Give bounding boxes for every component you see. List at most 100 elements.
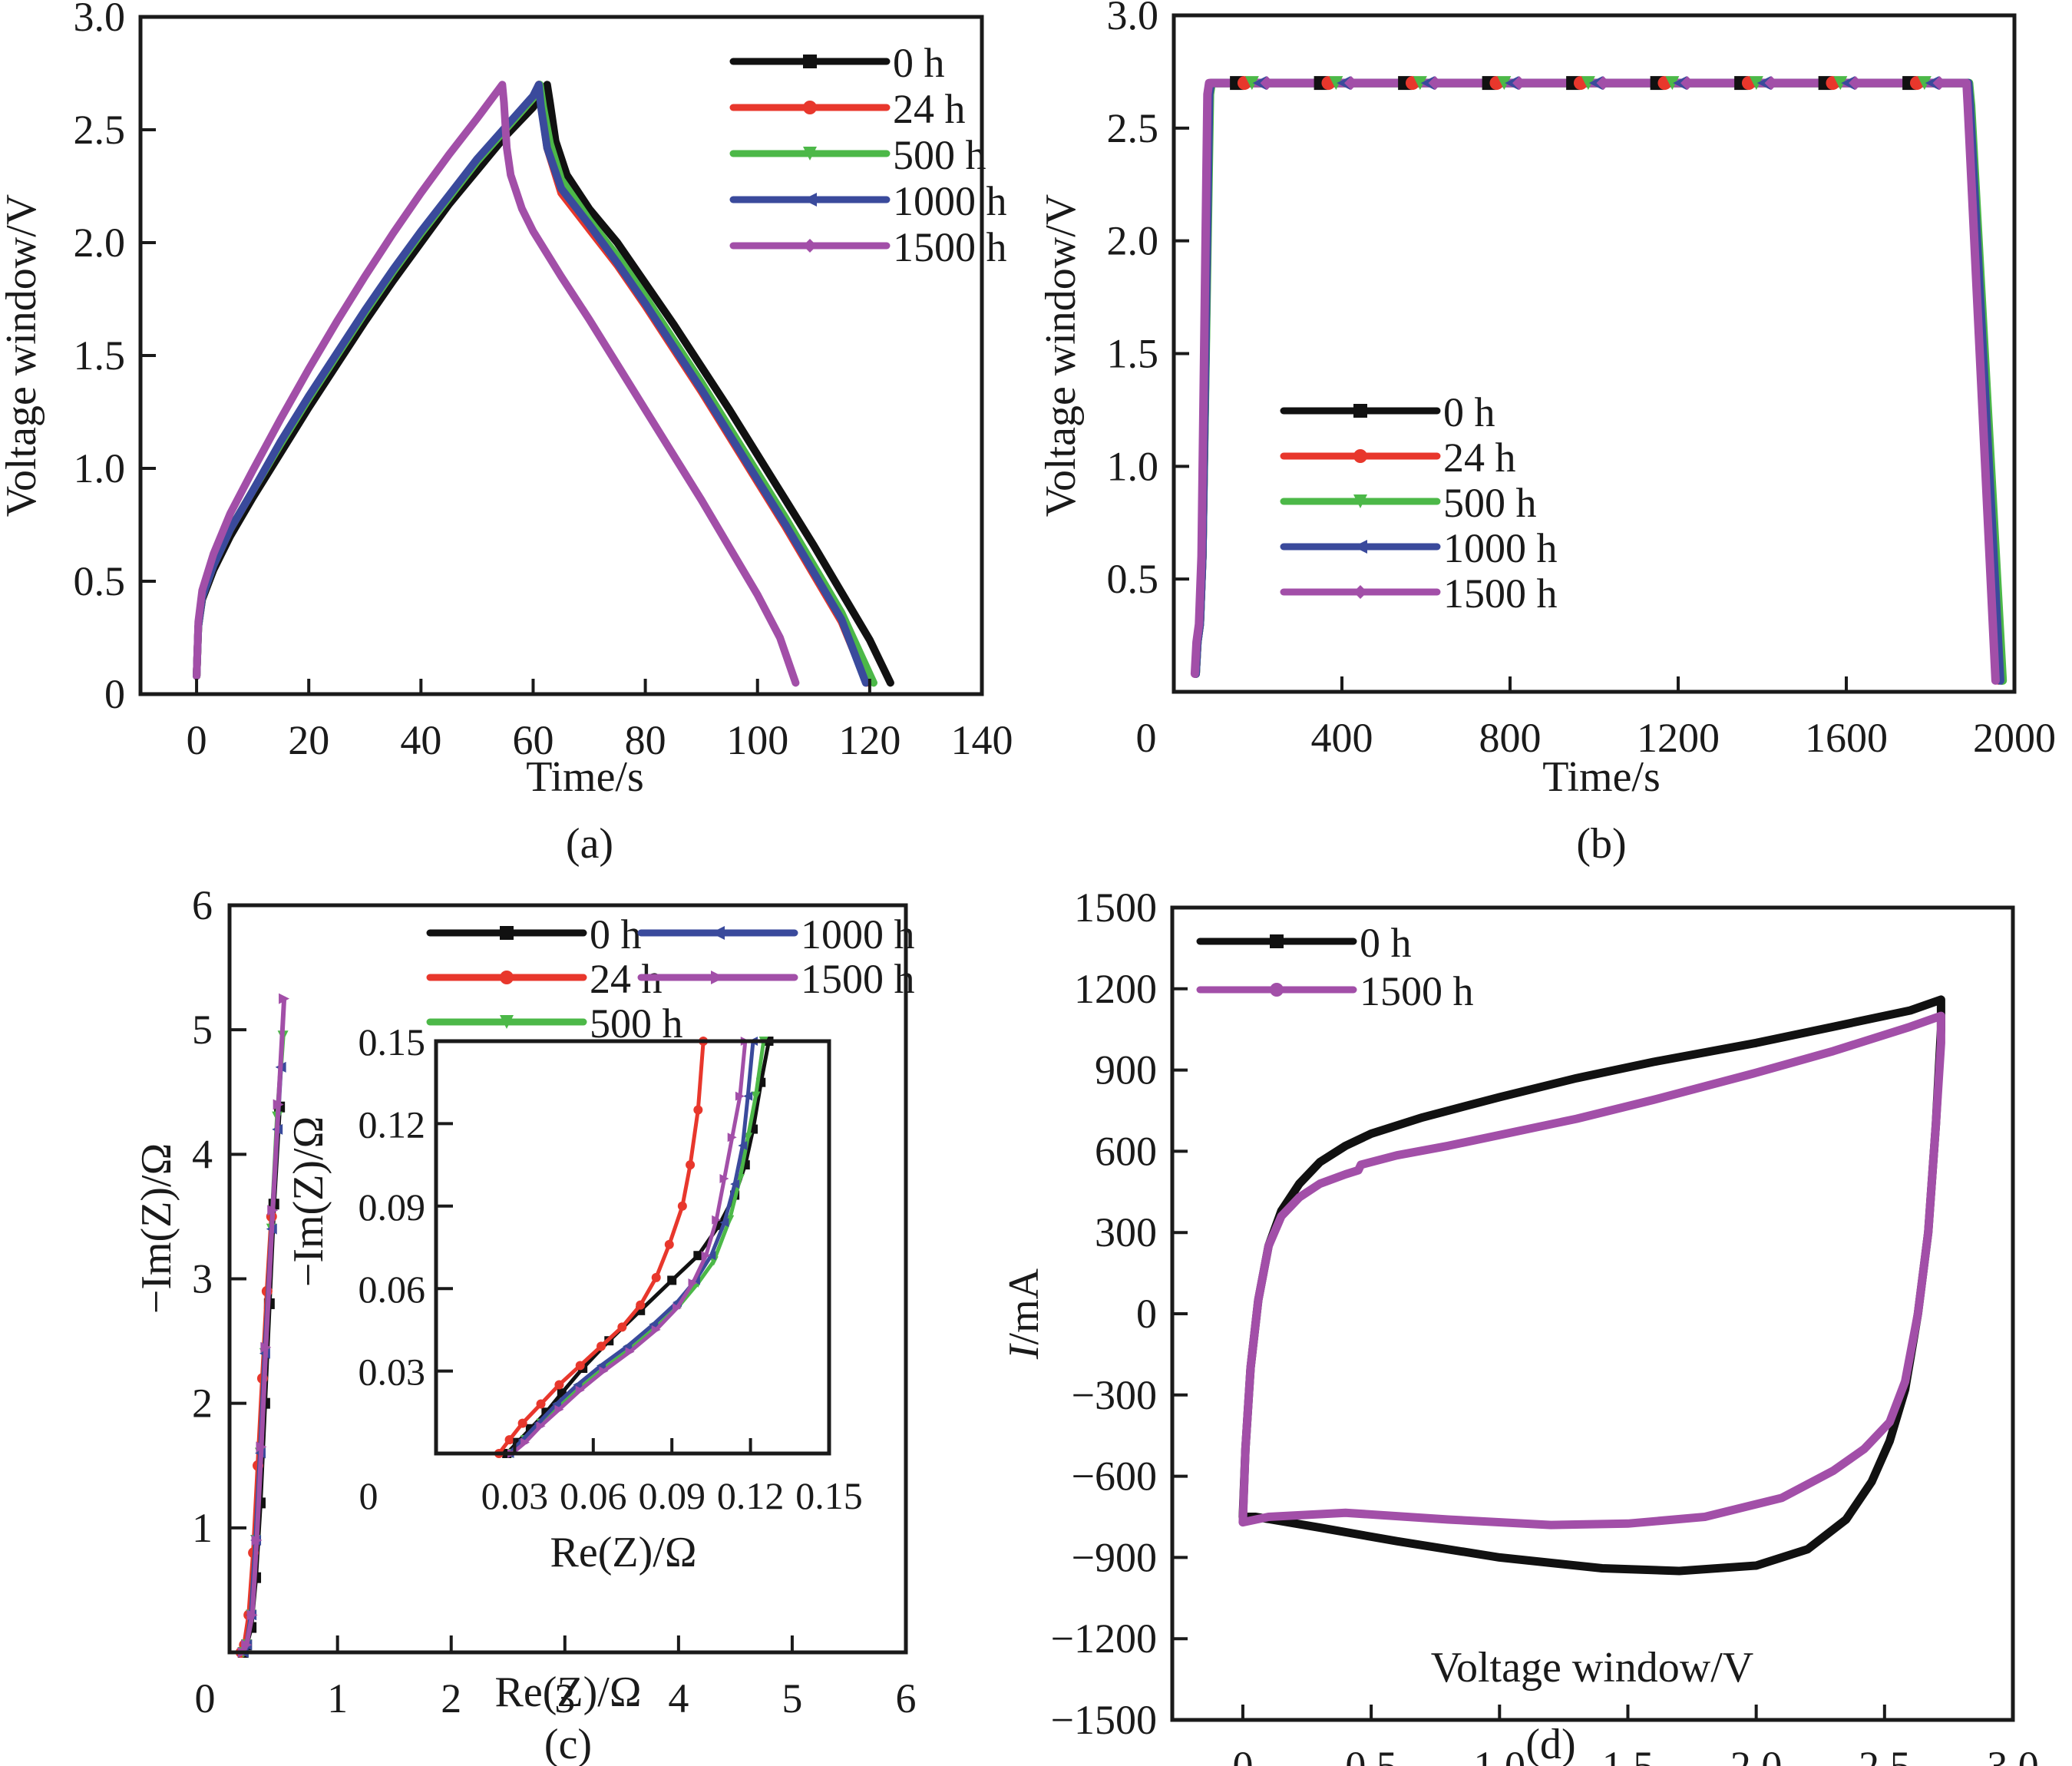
panel-b-x-tick-label: 800 — [1479, 715, 1542, 761]
panel-c-inset-point-24-h-1 — [504, 1435, 514, 1445]
panel-a-x-tick-label: 80 — [625, 717, 666, 763]
panel-b-point-1500-h — [1932, 76, 1947, 91]
panel-c-legend-marker-1500-h — [711, 971, 725, 984]
panel-b-y-tick-label: 2.0 — [1107, 218, 1159, 264]
panel-b-label: (b) — [1576, 820, 1626, 868]
panel-a-y-tick-label: 3.0 — [74, 0, 126, 40]
panel-a-y-tick-label: 0.5 — [74, 558, 126, 604]
panel-c-inset-point-1000-h-10 — [706, 1251, 716, 1261]
panel-c-inset-y-tick-label: 0.15 — [359, 1020, 426, 1063]
panel-c-legend-marker-0-h — [500, 926, 514, 940]
panel-a-legend-label-24-h: 24 h — [893, 86, 966, 132]
panel-b-legend-marker-500-h — [1353, 494, 1367, 508]
panel-b-y-tick-label: 1.5 — [1107, 331, 1159, 377]
panel-b-legend-label-1500-h: 1500 h — [1443, 570, 1558, 617]
panel-c-inset-point-1500-h-9 — [688, 1278, 698, 1288]
panel-b-float-charge: 0 400 800 1200 1600 2000 0.5 1.0 1.5 2.0 2.5 3.0 Ti… — [1037, 0, 2056, 868]
panel-c-x-tick-label: 1 — [327, 1675, 348, 1721]
panel-c-inset-point-24-h-6 — [596, 1341, 606, 1351]
panel-c-label: (c) — [544, 1721, 592, 1766]
panel-d-y-tick-label: −300 — [1072, 1372, 1157, 1418]
panel-a-y-tick-label: 2.5 — [74, 107, 126, 153]
panel-c-inset-x-tick-label: 0.09 — [638, 1474, 706, 1517]
panel-c-legend-label-1000-h: 1000 h — [801, 911, 915, 957]
panel-b-point-500-h — [1833, 76, 1848, 91]
panel-c-x-tick-label: 0 — [195, 1675, 216, 1721]
panel-c-x-tick-label: 6 — [896, 1675, 917, 1721]
panel-c-inset-series-1000-h — [507, 1040, 755, 1455]
panel-b-y-tick-label: 0.5 — [1107, 556, 1159, 602]
panel-a-legend-marker-24-h — [803, 101, 817, 114]
panel-c-inset-series — [494, 1037, 774, 1458]
panel-a-x-tick-label: 60 — [512, 717, 554, 763]
panel-c-point-1500-h-1 — [241, 1639, 253, 1651]
panel-c-inset-series-1500-h — [511, 1040, 748, 1455]
panel-c-inset-frame — [434, 1039, 831, 1456]
panel-c-inset-point-500-h-14 — [751, 1091, 761, 1101]
panel-a-x-tick-label: 0 — [187, 717, 207, 763]
panel-a-x-tick-label: 20 — [288, 717, 329, 763]
panel-d-ticks: 0 0.5 1.0 1.5 2.0 2.5 3.0 −1500 −1200 −900 −600 −30… — [1051, 885, 2039, 1766]
panel-d-y-tick-label: 1500 — [1074, 885, 1157, 931]
panel-b-y-tick-label: 3.0 — [1107, 0, 1159, 38]
panel-b-legend-marker-0-h — [1353, 404, 1367, 418]
panel-c-inset-y-tick-label: 0.12 — [359, 1103, 426, 1146]
panel-c-inset-point-1500-h-13 — [727, 1133, 737, 1143]
panel-c-legend-marker-1000-h — [711, 926, 725, 940]
panel-d-cyclic-voltammetry: 0 0.5 1.0 1.5 2.0 2.5 3.0 −1500 −1200 −900 −600 −30… — [1000, 885, 2039, 1766]
panel-c-point-1500-h-8 — [279, 993, 290, 1004]
panel-c-inset-point-1000-h-4 — [573, 1380, 583, 1390]
panel-c-legend-label-0-h: 0 h — [590, 911, 642, 957]
panel-c-legend-label-500-h: 500 h — [590, 1000, 683, 1047]
panel-b-point-1000-h — [1673, 76, 1687, 91]
panel-a-y-tick-label: 1.0 — [74, 445, 126, 491]
panel-b-legend-label-500-h: 500 h — [1443, 480, 1537, 526]
panel-b-point-1000-h — [1756, 76, 1771, 91]
panel-c-legend-marker-24-h — [500, 971, 514, 984]
panel-b-legend-marker-1500-h — [1353, 585, 1367, 599]
panel-b-point-1500-h — [1764, 76, 1779, 91]
panel-b-point-1500-h — [1512, 76, 1527, 91]
panel-a-y-tick-label: 2.0 — [74, 220, 126, 266]
panel-c-inset-point-0-h-9 — [693, 1251, 703, 1261]
panel-c-inset-point-1500-h-10 — [701, 1251, 711, 1261]
panel-a-x-axis-title: Time/s — [526, 753, 644, 801]
panel-b-legend-label-24-h: 24 h — [1443, 435, 1516, 481]
panel-b-point-1000-h — [1252, 76, 1267, 91]
panel-a-series-1500-h — [193, 81, 800, 687]
panel-d-x-axis-title: Voltage window/V — [1431, 1644, 1754, 1692]
panel-d-series — [1238, 995, 1945, 1576]
panel-b-point-1500-h — [1260, 76, 1274, 91]
panel-b-point-1500-h — [1428, 76, 1442, 91]
panel-b-legend-marker-1000-h — [1353, 540, 1367, 554]
panel-b-x-tick-label: 2000 — [1973, 715, 2056, 761]
panel-b-series-1500-h — [1190, 78, 2000, 685]
panel-b-point-500-h — [1413, 76, 1427, 91]
panel-b-x-tick-label: 0 — [1136, 715, 1157, 761]
panel-c-series — [235, 993, 290, 1658]
panel-c-inset-y-tick-label: 0.03 — [359, 1351, 426, 1394]
panel-b-point-500-h — [1244, 76, 1259, 91]
panel-b-point-1500-h — [1344, 76, 1359, 91]
panel-b-x-tick-label: 1200 — [1637, 715, 1720, 761]
panel-b-point-1000-h — [1841, 76, 1856, 91]
panel-c-point-1500-h-2 — [246, 1609, 258, 1621]
panel-d-label: (d) — [1525, 1721, 1575, 1766]
panel-a-y-tick-label: 1.5 — [74, 332, 126, 379]
panel-c-inset-x-tick-label: 0.06 — [560, 1474, 627, 1517]
panel-d-y-tick-label: 900 — [1095, 1047, 1157, 1093]
panel-c-inset-point-1000-h-5 — [596, 1361, 606, 1371]
panel-d-x-tick-label: 1.0 — [1474, 1743, 1526, 1766]
panel-c-inset-point-24-h-11 — [677, 1201, 687, 1211]
panel-c-inset-point-24-h-9 — [651, 1272, 661, 1282]
panel-c-x-tick-label: 3 — [554, 1675, 575, 1721]
panel-c-x-tick-label: 2 — [441, 1675, 461, 1721]
panel-d-x-tick-label: 3.0 — [1987, 1743, 2039, 1766]
panel-b-point-1000-h — [1420, 76, 1435, 91]
panel-d-y-tick-label: 0 — [1136, 1291, 1157, 1337]
panel-c-point-1500-h-4 — [256, 1441, 267, 1453]
panel-b-point-1000-h — [1505, 76, 1519, 91]
